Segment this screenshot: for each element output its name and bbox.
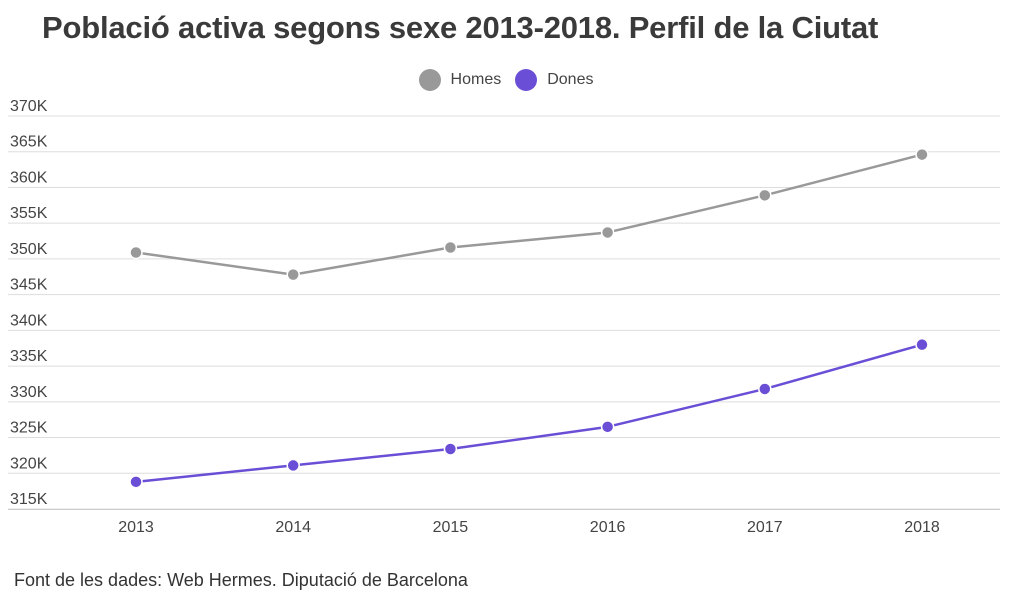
y-tick-label: 335K bbox=[10, 348, 48, 365]
legend-marker-dones bbox=[515, 69, 538, 91]
source-note: Font de les dades: Web Hermes. Diputació… bbox=[14, 570, 468, 590]
data-point-dones-2016 bbox=[600, 420, 615, 434]
legend-item-homes[interactable]: Homes bbox=[418, 69, 502, 91]
data-point-homes-2016 bbox=[600, 225, 615, 240]
y-tick-label: 330K bbox=[10, 384, 48, 401]
x-tick-label: 2018 bbox=[904, 519, 940, 536]
data-point-dones-2013 bbox=[129, 475, 143, 489]
chart-title: Població activa segons sexe 2013-2018. P… bbox=[42, 10, 879, 45]
series-line-dones bbox=[135, 343, 923, 484]
legend-label-dones: Dones bbox=[547, 71, 594, 88]
data-point-dones-2018 bbox=[915, 337, 929, 352]
data-point-homes-2013 bbox=[129, 245, 143, 260]
y-tick-label: 365K bbox=[10, 134, 48, 151]
legend-label-homes: Homes bbox=[450, 71, 502, 88]
y-tick-label: 350K bbox=[10, 241, 48, 258]
data-point-homes-2017 bbox=[758, 188, 772, 203]
x-tick-label: 2015 bbox=[433, 519, 469, 536]
x-tick-label: 2013 bbox=[118, 519, 154, 536]
y-tick-label: 370K bbox=[10, 98, 48, 115]
data-point-homes-2015 bbox=[443, 240, 458, 255]
line-chart: 370K 365K 360K 355K 350K 345K 340K 335K 330K 325K… bbox=[8, 98, 1000, 536]
y-tick-label: 340K bbox=[10, 312, 48, 329]
data-point-dones-2017 bbox=[758, 382, 772, 396]
data-point-homes-2018 bbox=[915, 147, 929, 162]
y-tick-label: 345K bbox=[10, 277, 48, 294]
y-tick-label: 320K bbox=[10, 455, 48, 472]
y-tick-label: 355K bbox=[10, 205, 48, 222]
legend: Homes Dones bbox=[0, 66, 1012, 94]
x-tick-label: 2017 bbox=[747, 519, 783, 536]
data-point-dones-2014 bbox=[286, 458, 300, 473]
legend-item-dones[interactable]: Dones bbox=[515, 69, 593, 91]
y-tick-label: 315K bbox=[10, 491, 48, 508]
x-tick-label: 2014 bbox=[275, 519, 311, 536]
y-tick-label: 325K bbox=[10, 420, 48, 437]
data-point-homes-2014 bbox=[286, 267, 300, 282]
series-line-homes bbox=[135, 153, 923, 276]
data-point-dones-2015 bbox=[443, 442, 458, 456]
y-tick-label: 360K bbox=[10, 169, 48, 186]
x-tick-label: 2016 bbox=[590, 519, 626, 536]
legend-marker-homes bbox=[418, 69, 441, 91]
